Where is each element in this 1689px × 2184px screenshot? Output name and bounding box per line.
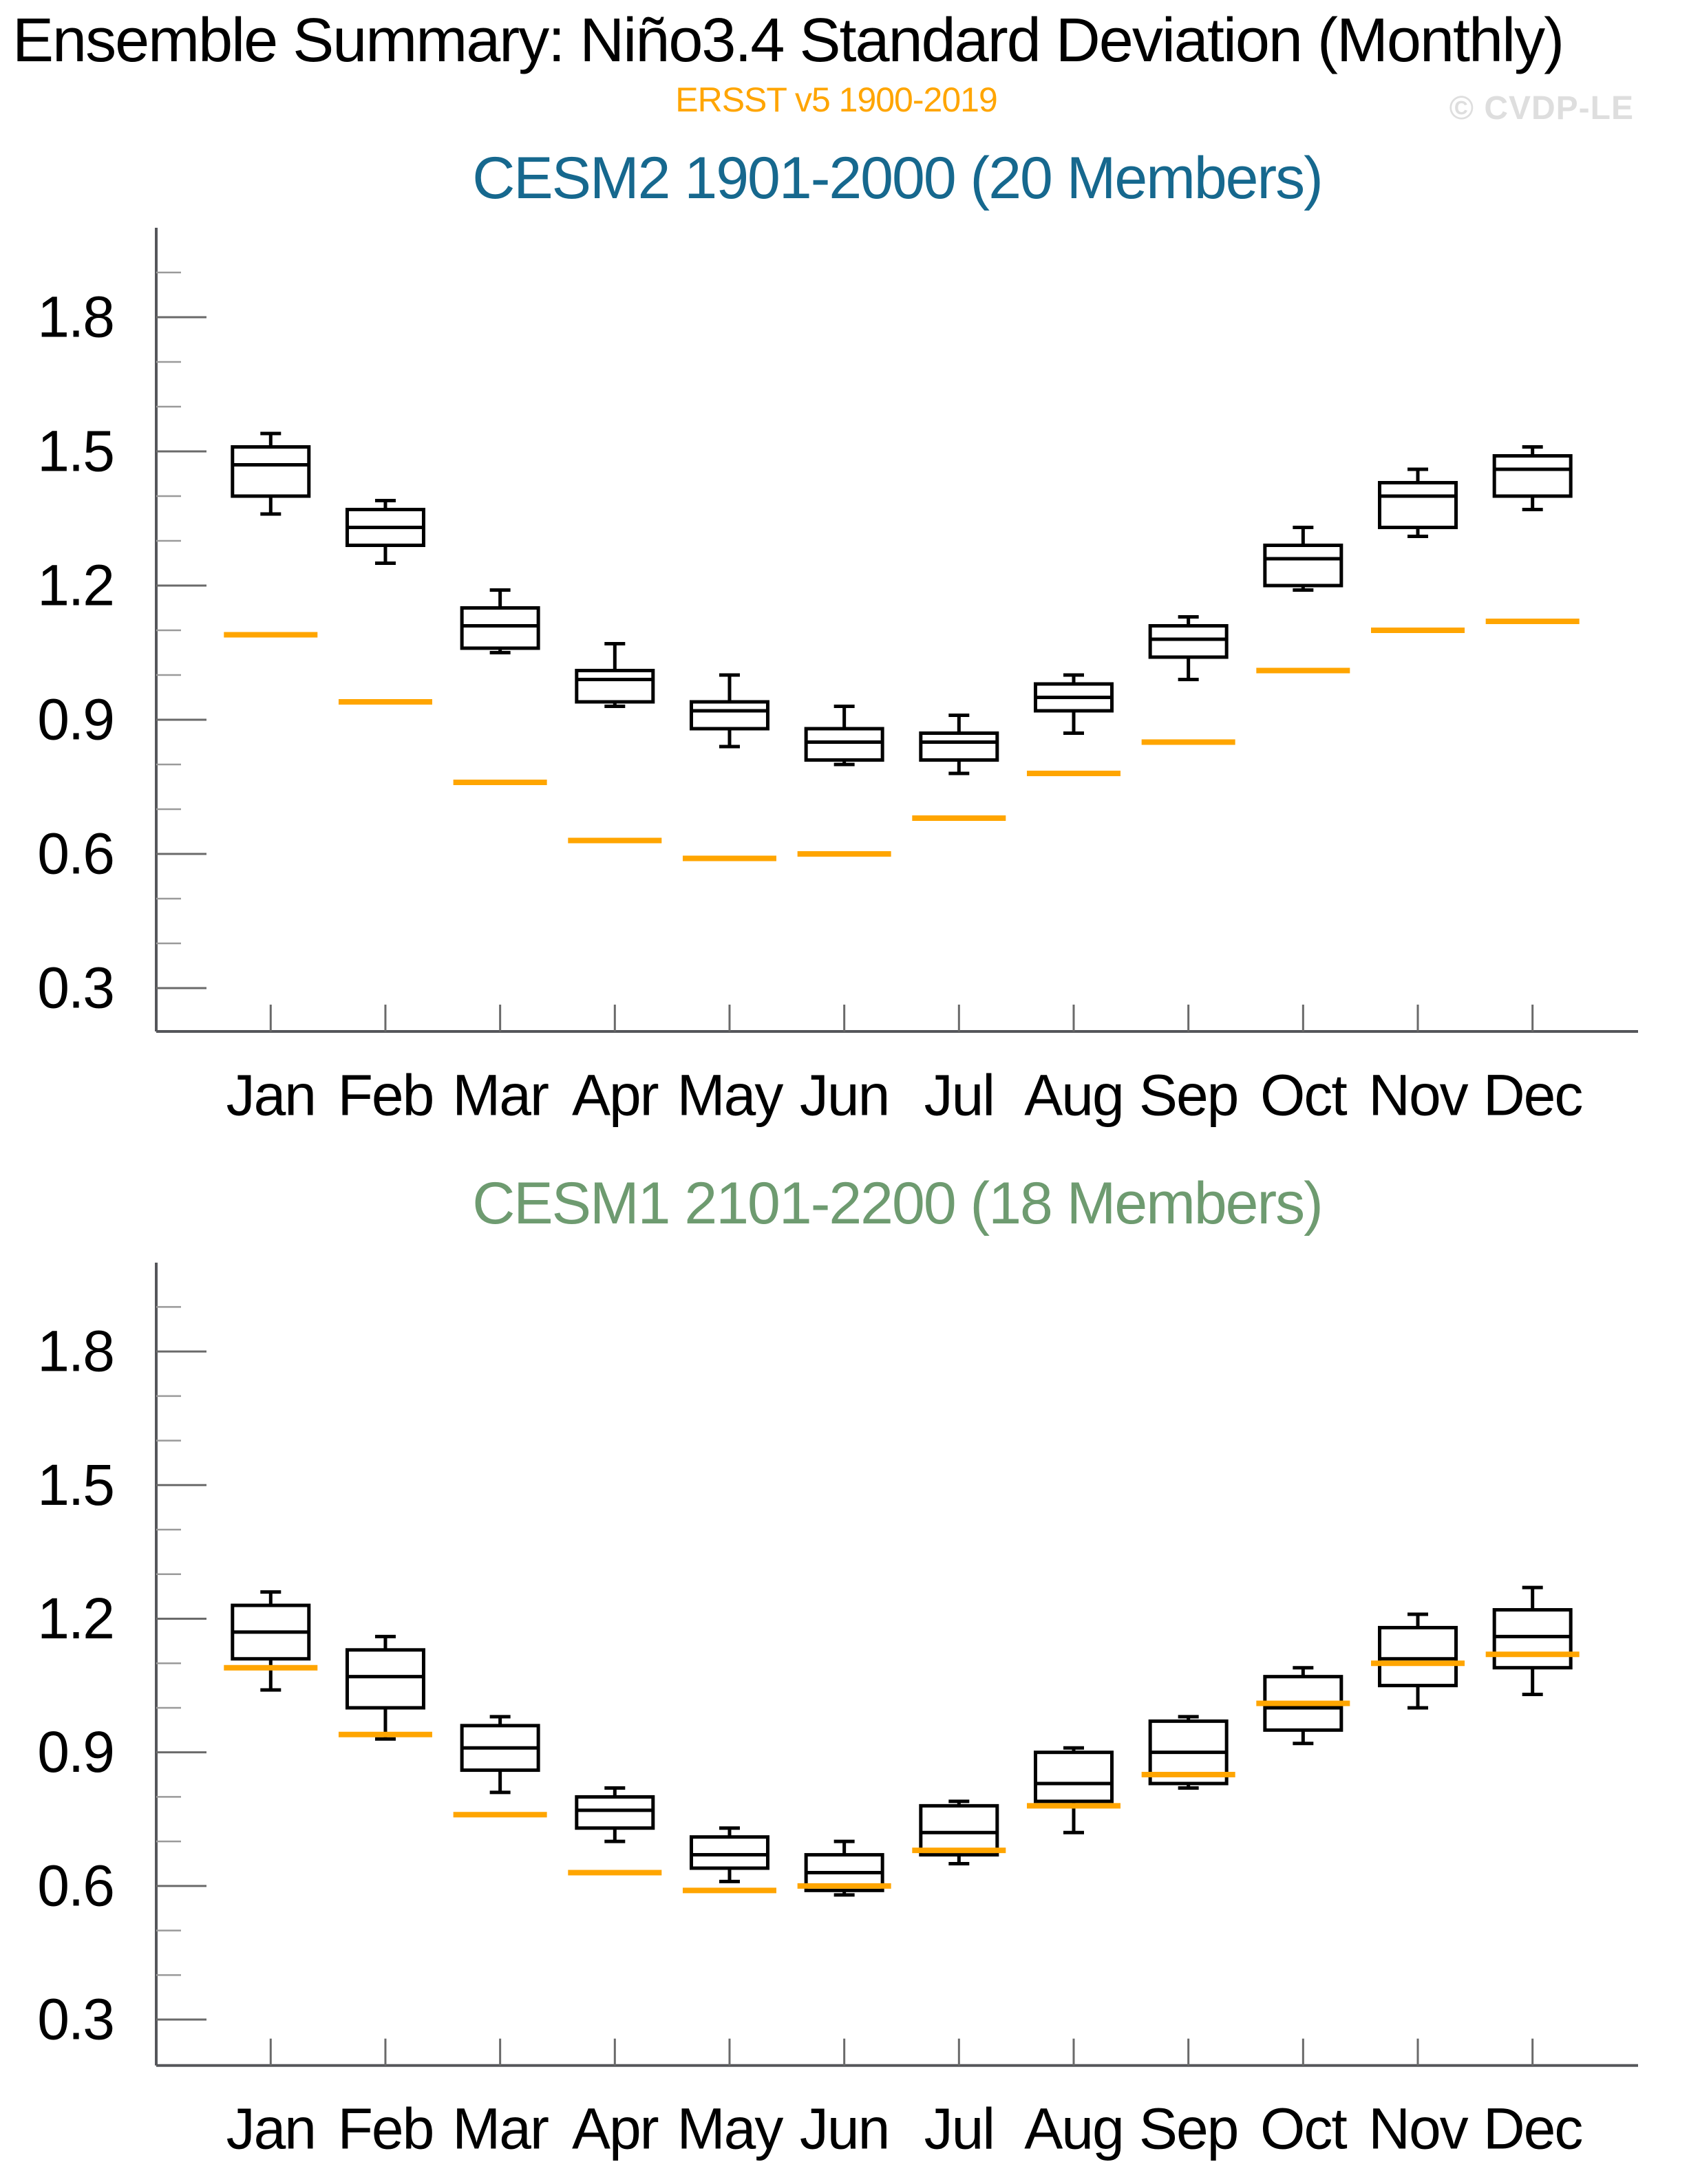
x-month-label: Jul bbox=[924, 1063, 994, 1128]
x-month-label: Oct bbox=[1260, 2097, 1347, 2161]
x-month-label: Mar bbox=[452, 1063, 549, 1128]
boxplot-box bbox=[575, 669, 655, 704]
x-month-label: Nov bbox=[1368, 2097, 1468, 2161]
y-tick-label: 1.2 bbox=[37, 1586, 114, 1651]
y-tick-label: 0.3 bbox=[37, 956, 114, 1020]
x-month-label: Mar bbox=[452, 2097, 549, 2161]
x-month-label: Jan bbox=[226, 2097, 315, 2161]
x-month-label: Dec bbox=[1483, 1063, 1582, 1128]
boxplot-box bbox=[689, 1835, 769, 1870]
boxplot-box bbox=[345, 1648, 425, 1710]
x-month-label: Jan bbox=[226, 1063, 315, 1128]
y-tick-label: 1.8 bbox=[37, 285, 114, 350]
x-month-label: Jun bbox=[800, 2097, 889, 2161]
x-month-label: Jun bbox=[800, 1063, 889, 1128]
boxplot-box bbox=[1378, 481, 1458, 529]
x-month-label: Sep bbox=[1139, 2097, 1237, 2161]
x-month-label: May bbox=[677, 2097, 784, 2161]
y-tick-label: 0.6 bbox=[37, 1853, 114, 1918]
y-tick-label: 1.5 bbox=[37, 1453, 114, 1517]
boxplot-box bbox=[689, 700, 769, 731]
y-tick-label: 0.9 bbox=[37, 1720, 114, 1784]
boxplot-box bbox=[1263, 544, 1343, 588]
y-tick-label: 0.3 bbox=[37, 1987, 114, 2052]
x-month-label: Jul bbox=[924, 2097, 994, 2161]
x-month-label: Feb bbox=[338, 1063, 434, 1128]
x-month-label: Apr bbox=[572, 1063, 659, 1128]
y-tick-label: 1.2 bbox=[37, 553, 114, 618]
y-tick-label: 1.5 bbox=[37, 419, 114, 484]
boxplot-box bbox=[460, 606, 540, 650]
panel2-title: CESM1 2101-2200 (18 Members) bbox=[472, 1170, 1324, 1236]
x-month-label: Feb bbox=[338, 2097, 434, 2161]
page-title: Ensemble Summary: Niño3.4 Standard Devia… bbox=[12, 6, 1564, 75]
boxplot-box bbox=[1033, 1751, 1114, 1803]
cvdp-watermark: © CVDP-LE bbox=[1449, 90, 1634, 127]
boxplot-box bbox=[575, 1795, 655, 1830]
x-month-label: Dec bbox=[1483, 2097, 1582, 2161]
boxplot-box bbox=[231, 445, 311, 498]
boxplot-box bbox=[1148, 624, 1229, 659]
x-month-label: Oct bbox=[1260, 1063, 1347, 1128]
y-tick-label: 0.9 bbox=[37, 687, 114, 752]
x-month-label: May bbox=[677, 1063, 784, 1128]
boxplot-box bbox=[1492, 1608, 1573, 1670]
panel1-title: CESM2 1901-2000 (20 Members) bbox=[472, 145, 1324, 211]
y-tick-label: 0.6 bbox=[37, 822, 114, 886]
y-tick-label: 1.8 bbox=[37, 1319, 114, 1384]
x-month-label: Nov bbox=[1368, 1063, 1468, 1128]
boxplot-box bbox=[804, 727, 884, 762]
x-month-label: Sep bbox=[1139, 1063, 1237, 1128]
x-month-label: Aug bbox=[1024, 2097, 1123, 2161]
boxplot-box bbox=[919, 1803, 999, 1857]
x-month-label: Apr bbox=[572, 2097, 659, 2161]
obs-dataset-subtitle: ERSST v5 1900-2019 bbox=[675, 81, 998, 119]
boxplot-box bbox=[1378, 1625, 1458, 1688]
x-month-label: Aug bbox=[1024, 1063, 1123, 1128]
boxplot-box bbox=[1492, 454, 1573, 498]
boxplot-box bbox=[919, 731, 999, 762]
